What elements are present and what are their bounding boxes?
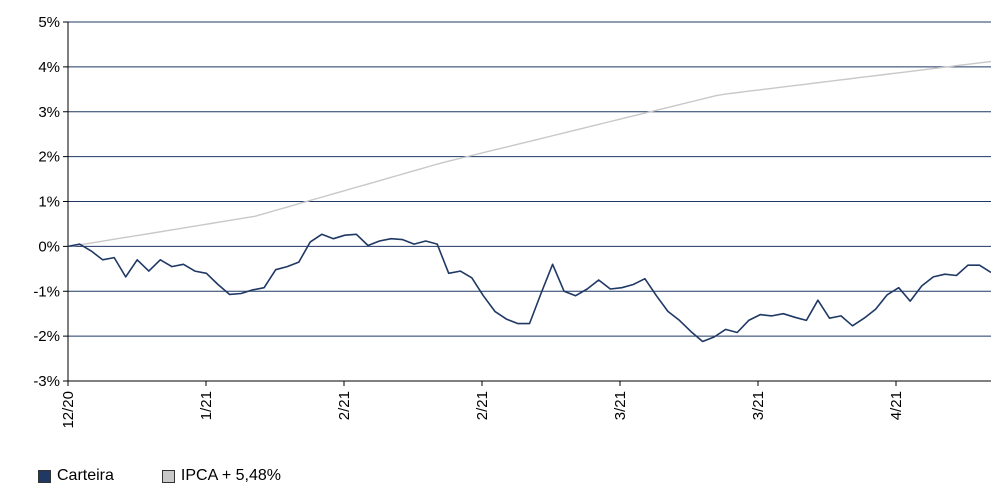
legend-label-ipca: IPCA + 5,48% — [180, 467, 281, 484]
legend-swatch-ipca — [161, 469, 175, 483]
x-tick-label: 2/21 — [474, 391, 491, 420]
y-tick-label: 5% — [38, 14, 60, 31]
y-tick-label: -1% — [33, 283, 60, 300]
x-tick-label: 4/21 — [888, 391, 905, 420]
x-tick-label: 1/21 — [198, 391, 215, 420]
x-tick-label: 3/21 — [750, 391, 767, 420]
legend-item-carteira: Carteira — [38, 467, 114, 485]
axes — [63, 21, 991, 386]
line-chart: -3% -2% -1% 0% 1% 2% 3% 4% 5% 12/20 1/21 2/21 2/21 3… — [33, 14, 991, 429]
y-tick-label: 2% — [38, 149, 60, 166]
legend-item-ipca: IPCA + 5,48% — [161, 467, 281, 485]
series-line-carteira — [67, 233, 991, 343]
series-lines — [67, 60, 991, 343]
y-tick-label: 0% — [38, 238, 60, 255]
legend-swatch-carteira — [38, 469, 51, 483]
x-tick-labels: 12/20 1/21 2/21 2/21 3/21 3/21 4/21 — [60, 391, 905, 429]
y-tick-label: 1% — [38, 194, 60, 211]
y-tick-label: -3% — [33, 373, 60, 390]
series-line-ipca — [67, 60, 991, 248]
gridlines — [68, 21, 991, 337]
x-tick-label: 3/21 — [612, 391, 629, 420]
legend: Carteira IPCA + 5,48% — [38, 466, 329, 486]
x-tick-label: 2/21 — [336, 391, 353, 420]
y-tick-label: 4% — [38, 59, 60, 76]
y-tick-label: 3% — [38, 104, 60, 121]
y-tick-labels: -3% -2% -1% 0% 1% 2% 3% 4% 5% — [33, 14, 60, 390]
y-tick-label: -2% — [33, 328, 60, 345]
x-tick-label: 12/20 — [60, 391, 77, 429]
legend-label-carteira: Carteira — [57, 467, 114, 484]
